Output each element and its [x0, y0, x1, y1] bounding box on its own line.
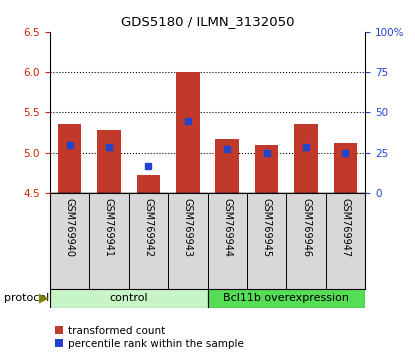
Text: GSM769945: GSM769945 — [261, 198, 272, 257]
Text: Bcl11b overexpression: Bcl11b overexpression — [223, 293, 349, 303]
Bar — [208, 289, 365, 308]
Text: GSM769941: GSM769941 — [104, 198, 114, 257]
Text: GSM769946: GSM769946 — [301, 198, 311, 257]
Bar — [137, 175, 160, 193]
Bar — [215, 139, 239, 193]
Bar — [334, 143, 357, 193]
Bar — [97, 130, 121, 193]
Text: protocol: protocol — [4, 293, 49, 303]
Text: ▶: ▶ — [39, 292, 49, 305]
Bar — [294, 125, 318, 193]
Text: control: control — [109, 293, 148, 303]
Text: GSM769947: GSM769947 — [340, 198, 351, 257]
Bar — [255, 145, 278, 193]
Text: GSM769942: GSM769942 — [143, 198, 154, 257]
Text: GSM769940: GSM769940 — [64, 198, 75, 257]
Title: GDS5180 / ILMN_3132050: GDS5180 / ILMN_3132050 — [121, 15, 294, 28]
Bar — [50, 289, 208, 308]
Bar — [58, 125, 81, 193]
Text: GSM769944: GSM769944 — [222, 198, 232, 257]
Bar — [176, 72, 200, 193]
Text: GSM769943: GSM769943 — [183, 198, 193, 257]
Legend: transformed count, percentile rank within the sample: transformed count, percentile rank withi… — [55, 326, 243, 349]
